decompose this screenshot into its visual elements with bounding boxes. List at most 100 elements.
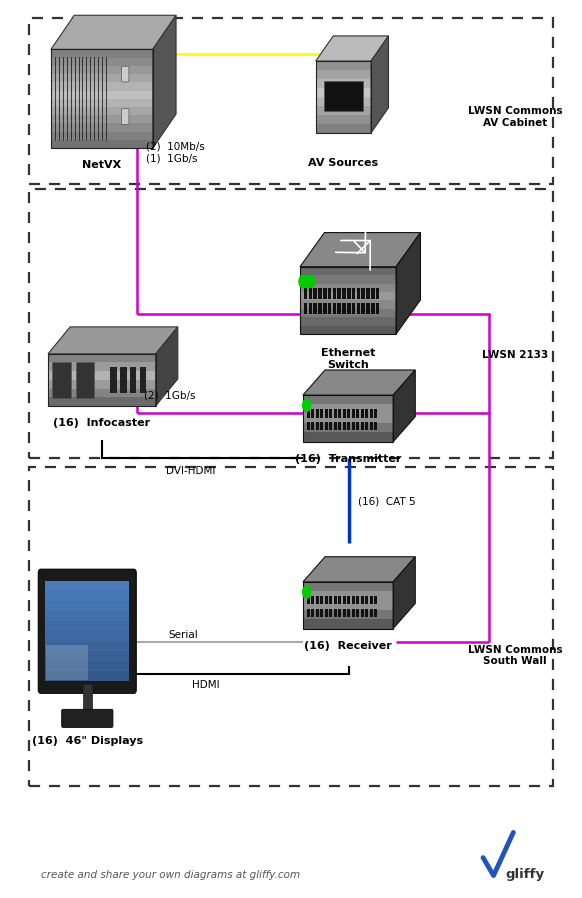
Bar <box>315 61 371 70</box>
Bar <box>347 422 350 430</box>
Circle shape <box>303 586 310 598</box>
Bar <box>370 409 373 418</box>
Bar <box>320 422 324 430</box>
Bar <box>356 409 360 418</box>
Bar <box>48 389 155 397</box>
Bar <box>51 57 152 66</box>
Bar <box>76 362 94 398</box>
Bar <box>323 288 327 299</box>
Bar <box>365 422 368 430</box>
Bar <box>304 288 307 299</box>
Bar <box>45 641 129 651</box>
Bar <box>311 596 314 604</box>
Bar <box>45 612 129 621</box>
Bar <box>303 414 393 423</box>
Bar <box>315 124 371 133</box>
Bar <box>333 609 337 617</box>
Bar <box>376 304 379 314</box>
Bar <box>320 409 324 418</box>
Bar <box>304 304 307 314</box>
Bar <box>338 409 342 418</box>
Bar <box>311 609 314 617</box>
Polygon shape <box>51 15 176 49</box>
FancyBboxPatch shape <box>47 646 88 681</box>
Bar <box>356 609 360 617</box>
Text: gliffy: gliffy <box>505 868 544 881</box>
Bar <box>300 300 396 309</box>
Bar <box>333 422 337 430</box>
Text: (16)  46" Displays: (16) 46" Displays <box>32 736 143 746</box>
FancyBboxPatch shape <box>62 709 113 727</box>
Text: (16)  Infocaster: (16) Infocaster <box>54 418 150 428</box>
Text: create and share your own diagrams at gliffy.com: create and share your own diagrams at gl… <box>41 870 300 880</box>
Bar <box>352 422 355 430</box>
Bar <box>320 609 324 617</box>
Bar <box>315 422 319 430</box>
Text: (2)  1Gb/s: (2) 1Gb/s <box>144 390 196 401</box>
Bar <box>45 672 129 682</box>
Polygon shape <box>152 15 176 148</box>
Text: (16)  Receiver: (16) Receiver <box>304 641 392 651</box>
Bar <box>356 422 360 430</box>
Bar <box>347 288 350 299</box>
Bar <box>303 433 393 442</box>
Bar <box>347 609 350 617</box>
Bar <box>130 366 136 393</box>
Bar <box>365 409 368 418</box>
Bar <box>45 631 129 641</box>
Bar <box>361 596 364 604</box>
Bar <box>343 422 346 430</box>
Bar <box>333 288 336 299</box>
Bar <box>318 304 322 314</box>
Bar <box>303 582 393 629</box>
Bar <box>338 609 342 617</box>
Bar <box>365 596 368 604</box>
Bar <box>300 284 396 292</box>
FancyBboxPatch shape <box>122 109 129 125</box>
Bar <box>51 124 152 132</box>
Bar <box>347 596 350 604</box>
Polygon shape <box>393 557 416 629</box>
Bar <box>347 304 350 314</box>
Bar <box>374 609 378 617</box>
Bar <box>323 304 327 314</box>
Polygon shape <box>371 36 389 133</box>
Bar <box>308 288 312 299</box>
Bar <box>300 309 396 317</box>
Bar <box>51 75 152 83</box>
Text: (16)  CAT 5: (16) CAT 5 <box>358 496 416 506</box>
Bar <box>333 304 336 314</box>
Text: DVI-HDMI: DVI-HDMI <box>166 466 215 477</box>
Bar <box>325 422 328 430</box>
Bar <box>365 609 368 617</box>
Bar <box>374 409 378 418</box>
Bar <box>361 288 365 299</box>
Bar <box>51 115 152 124</box>
Bar <box>48 354 155 406</box>
Text: AV Sources: AV Sources <box>308 158 378 168</box>
Polygon shape <box>155 327 178 406</box>
Text: NetVX: NetVX <box>82 160 122 170</box>
Bar <box>314 288 317 299</box>
Bar <box>371 304 375 314</box>
Polygon shape <box>303 557 416 582</box>
Polygon shape <box>300 233 420 267</box>
Bar <box>315 97 371 106</box>
Bar <box>51 140 152 148</box>
Polygon shape <box>303 370 416 395</box>
Bar <box>361 422 364 430</box>
Bar <box>111 366 117 393</box>
Bar <box>83 684 92 718</box>
Bar <box>370 422 373 430</box>
Bar <box>342 288 346 299</box>
Bar <box>325 609 328 617</box>
Bar <box>320 596 324 604</box>
Bar <box>352 596 355 604</box>
Bar <box>51 83 152 91</box>
Polygon shape <box>315 36 389 61</box>
Bar <box>315 79 371 88</box>
FancyBboxPatch shape <box>122 66 129 82</box>
Bar <box>329 409 332 418</box>
Bar <box>325 596 328 604</box>
Bar <box>300 292 396 300</box>
